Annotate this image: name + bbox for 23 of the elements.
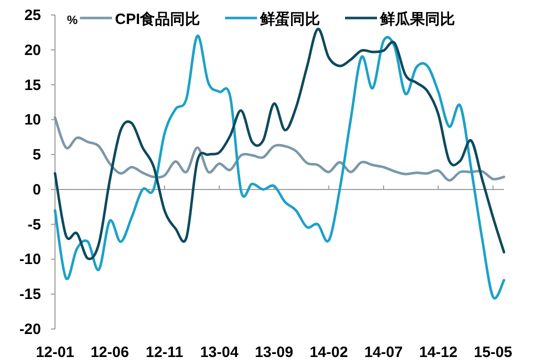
y-tick-label: 20 — [24, 42, 41, 59]
x-tick-label: 12-01 — [36, 344, 74, 361]
y-tick-label: 25 — [24, 7, 41, 24]
x-tick-label: 14-12 — [419, 344, 458, 361]
y-tick-label: -20 — [19, 321, 41, 338]
y-tick-label: 10 — [24, 112, 41, 129]
x-tick-label: 14-02 — [310, 344, 348, 361]
x-tick-label: 12-11 — [146, 344, 184, 361]
x-tick-label: 13-04 — [200, 344, 240, 361]
y-tick-label: 15 — [24, 76, 41, 94]
x-tick-label: 13-09 — [254, 344, 294, 361]
y-tick-label: 5 — [32, 146, 41, 164]
y-tick-label: -10 — [19, 251, 41, 268]
legend-label: CPI食品同比 — [115, 11, 200, 28]
x-tick-label: 15-05 — [474, 344, 512, 361]
legend-label: 鲜瓜果同比 — [379, 11, 456, 28]
y-tick-label: -5 — [28, 216, 41, 234]
x-tick-label: 12-06 — [90, 344, 129, 361]
legend-label: 鲜蛋同比 — [259, 11, 320, 28]
y-axis-title: % — [67, 13, 78, 27]
y-tick-label: 0 — [32, 181, 41, 198]
y-tick-label: -15 — [19, 286, 41, 304]
x-tick-label: 14-07 — [364, 344, 403, 361]
